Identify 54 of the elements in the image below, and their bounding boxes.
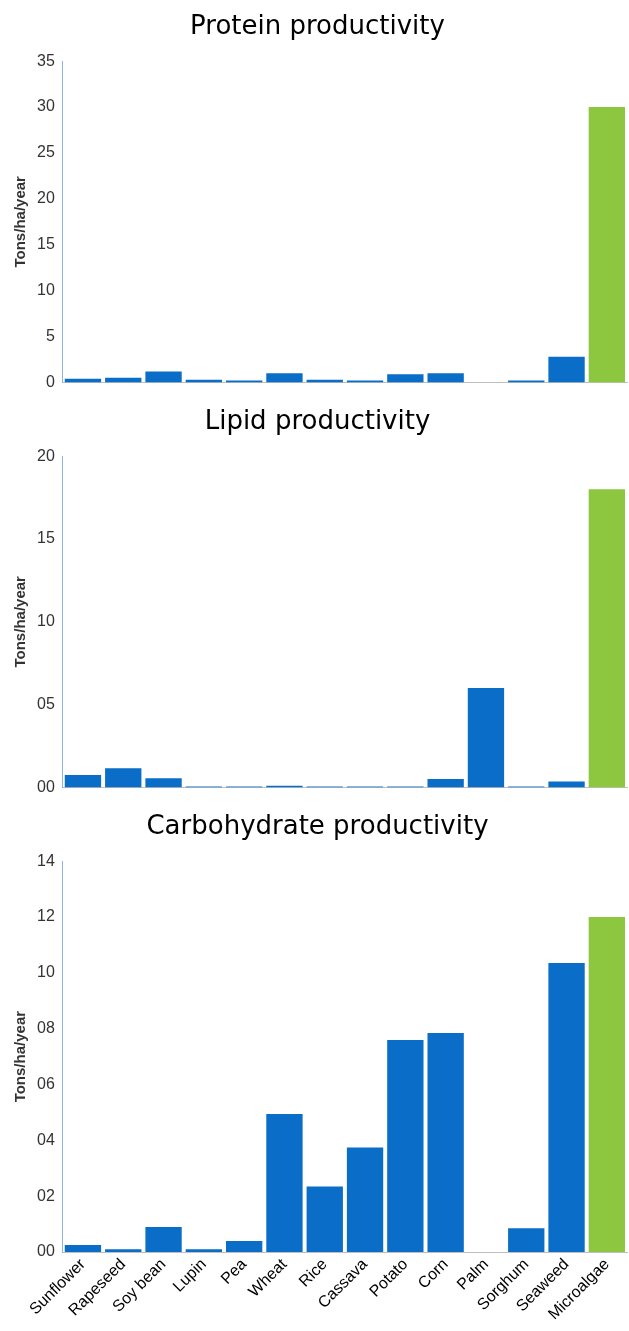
y-tick-label: 5: [45, 326, 55, 344]
bar: [588, 107, 626, 383]
y-tick-label: 35: [37, 51, 55, 69]
y-tick-label: 08: [37, 1019, 55, 1037]
y-tick-label: 15: [37, 235, 55, 253]
bar: [346, 1147, 384, 1253]
bar: [588, 489, 626, 788]
y-tick-label: 25: [37, 143, 55, 161]
bar: [427, 779, 464, 788]
bar: [145, 371, 182, 383]
y-tick-label: 10: [37, 963, 55, 981]
bar: [225, 1240, 263, 1253]
bar: [548, 356, 585, 383]
bar: [387, 374, 424, 383]
y-tick-label: 15: [37, 529, 55, 547]
bar: [467, 688, 505, 788]
y-tick-label: 12: [37, 907, 55, 925]
bar: [105, 1249, 142, 1253]
y-tick-label: 02: [37, 1186, 55, 1204]
x-tick-label: Pea: [217, 1255, 250, 1288]
y-axis-title: Tons/ha/year: [11, 1010, 29, 1103]
y-tick-label: 00: [37, 1242, 55, 1260]
x-tick-label: Corn: [414, 1255, 451, 1292]
bar: [145, 778, 182, 788]
bar: [427, 373, 464, 383]
y-tick-label: 0: [45, 372, 55, 390]
y-tick-label: 06: [37, 1074, 55, 1092]
bar: [387, 1039, 424, 1253]
bar: [64, 774, 102, 788]
bar: [427, 1032, 464, 1253]
y-tick-label: 30: [37, 97, 55, 115]
bar: [64, 1245, 102, 1253]
bar: [306, 1186, 343, 1253]
y-axis-title: Tons/ha/year: [11, 175, 29, 268]
y-axis-title: Tons/ha/year: [11, 575, 29, 668]
bar: [185, 1249, 223, 1253]
bar: [145, 1226, 182, 1253]
bar: [266, 1113, 303, 1253]
chart-title: Carbohydrate productivity: [146, 810, 489, 841]
bar: [266, 373, 303, 383]
y-tick-label: 10: [37, 281, 55, 299]
y-tick-label: 10: [37, 612, 55, 630]
bar: [508, 1228, 545, 1253]
bar: [105, 768, 142, 788]
y-tick-label: 04: [37, 1130, 55, 1148]
chart-title: Lipid productivity: [204, 405, 431, 436]
bar: [548, 963, 585, 1253]
y-tick-label: 05: [37, 695, 55, 713]
y-tick-label: 14: [37, 851, 55, 869]
y-tick-label: 20: [37, 189, 55, 207]
bar: [588, 917, 626, 1253]
y-tick-label: 20: [37, 446, 55, 464]
y-tick-label: 00: [37, 777, 55, 795]
chart-title: Protein productivity: [190, 10, 445, 41]
